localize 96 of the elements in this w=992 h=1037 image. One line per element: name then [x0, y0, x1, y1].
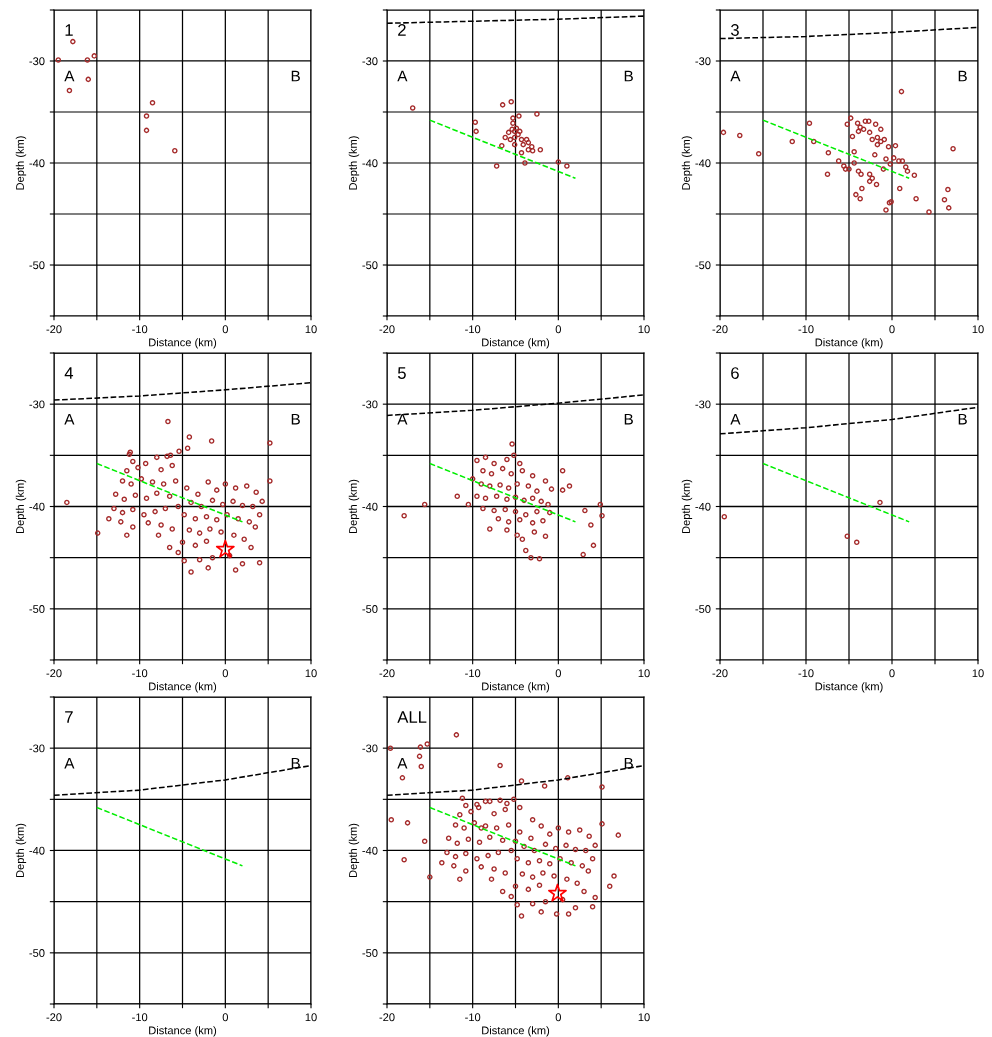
y-tick-label: -40 [695, 502, 711, 511]
annotation: A [397, 757, 408, 769]
y-tick-label: -50 [362, 949, 378, 957]
text: 2 [398, 24, 406, 36]
x-tick-label: 0 [222, 1013, 228, 1022]
y-axis-title: Depth (km) [348, 823, 360, 878]
x-tick-label: -20 [712, 669, 728, 678]
annotation: B [958, 413, 967, 425]
x-tick-label: -10 [465, 325, 481, 334]
y-tick-label: -40 [362, 846, 378, 855]
y-tick-label: -30 [362, 400, 378, 409]
x-axis-title: Distance (km) [149, 338, 217, 349]
x-tick-label: -20 [379, 1013, 395, 1022]
annotation: B [291, 70, 300, 82]
text: 6 [731, 367, 739, 379]
annotation: B [624, 413, 633, 425]
y-tick-label: -40 [29, 846, 45, 855]
y-axis-title: Depth (km) [15, 823, 27, 878]
annotation: B [958, 70, 967, 82]
annotation: A [397, 413, 408, 425]
y-tick-label: -50 [29, 949, 45, 957]
annotation: B [291, 413, 300, 425]
x-tick-label: -10 [132, 1013, 148, 1022]
x-axis-title: Distance (km) [482, 682, 550, 693]
text: 5 [397, 367, 406, 379]
y-tick-label: -50 [362, 261, 378, 270]
x-tick-label: -20 [46, 669, 62, 678]
annotation: B [624, 757, 633, 769]
x-tick-label: -10 [798, 325, 814, 334]
y-tick-label: -40 [362, 502, 378, 511]
y-axis-title: Depth (km) [681, 136, 693, 190]
x-tick-label: -10 [132, 669, 148, 678]
annotation: A [730, 70, 741, 82]
x-axis-title: Distance (km) [149, 1026, 217, 1037]
y-tick-label: -30 [29, 400, 45, 409]
y-tick-label: -50 [695, 605, 711, 613]
x-axis-title: Distance (km) [815, 338, 883, 349]
x-tick-label: -20 [46, 1013, 62, 1022]
y-axis-title: Depth (km) [681, 479, 693, 534]
y-tick-label: -40 [29, 159, 45, 168]
x-tick-label: 10 [638, 325, 650, 334]
x-tick-label: 0 [555, 325, 561, 334]
y-axis-title: Depth (km) [15, 479, 27, 534]
x-tick-label: 10 [972, 669, 984, 678]
text: 7 [65, 711, 73, 723]
x-axis-title: Distance (km) [482, 338, 550, 349]
x-axis-title: Distance (km) [815, 682, 883, 693]
y-axis-title: Depth (km) [348, 479, 360, 534]
y-tick-label: -30 [362, 57, 378, 66]
x-tick-label: 10 [305, 669, 317, 678]
y-axis-title: Depth (km) [348, 136, 360, 190]
text: 4 [64, 367, 74, 379]
y-tick-label: -50 [29, 605, 45, 613]
annotation: A [64, 413, 75, 425]
x-tick-label: -20 [379, 669, 395, 678]
x-tick-label: 0 [889, 669, 895, 678]
x-tick-label: 0 [555, 669, 561, 678]
y-tick-label: -40 [362, 159, 378, 168]
x-tick-label: -20 [712, 325, 728, 334]
annotation: A [64, 757, 75, 769]
x-tick-label: 10 [305, 325, 317, 334]
x-tick-label: 0 [222, 325, 228, 334]
x-tick-label: 10 [972, 325, 984, 334]
x-tick-label: -10 [465, 669, 481, 678]
x-tick-label: 10 [305, 1013, 317, 1022]
y-tick-label: -50 [695, 261, 711, 270]
x-tick-label: -10 [798, 669, 814, 678]
annotation: B [291, 757, 300, 769]
y-tick-label: -40 [695, 159, 711, 168]
x-tick-label: -20 [379, 325, 395, 334]
y-tick-label: -40 [29, 502, 45, 511]
x-tick-label: 0 [555, 1013, 561, 1022]
x-tick-label: 10 [638, 669, 650, 678]
y-tick-label: -30 [695, 57, 711, 66]
text: 1 [65, 24, 73, 36]
annotation: A [730, 413, 741, 425]
x-tick-label: -20 [46, 325, 62, 334]
annotation: A [64, 70, 75, 82]
x-tick-label: 0 [889, 325, 895, 334]
x-axis-title: Distance (km) [482, 1026, 550, 1037]
x-tick-label: -10 [132, 325, 148, 334]
y-tick-label: -30 [695, 400, 711, 409]
y-tick-label: -50 [29, 261, 45, 270]
y-axis-title: Depth (km) [15, 136, 27, 190]
x-axis-title: Distance (km) [149, 682, 217, 693]
y-tick-label: -30 [362, 744, 378, 753]
annotation: A [397, 70, 408, 82]
annotation: B [624, 70, 633, 82]
y-tick-label: -30 [29, 57, 45, 66]
y-tick-label: -30 [29, 744, 45, 753]
text: 3 [730, 24, 739, 36]
x-tick-label: 10 [638, 1013, 650, 1022]
y-tick-label: -50 [362, 605, 378, 613]
text: ALL [397, 711, 427, 723]
x-tick-label: 0 [222, 669, 228, 678]
x-tick-label: -10 [465, 1013, 481, 1022]
